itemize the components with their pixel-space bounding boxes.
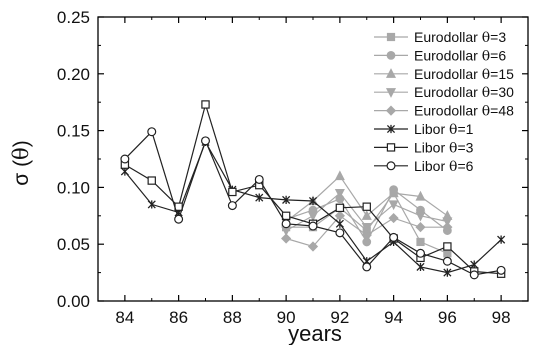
- legend-entry: Eurodollar θ=15: [374, 66, 514, 83]
- data-point: [363, 263, 371, 271]
- data-point: [148, 128, 156, 136]
- data-point: [175, 215, 183, 223]
- data-point: [148, 177, 155, 184]
- legend-label-prefix: Libor: [414, 121, 449, 137]
- legend-label-suffix: =48: [490, 103, 514, 119]
- y-tick-label: 0.10: [57, 178, 90, 197]
- x-tick-label: 86: [169, 308, 188, 327]
- data-point: [498, 236, 505, 244]
- legend-label-theta: θ: [449, 159, 457, 175]
- legend-label-prefix: Eurodollar: [414, 103, 482, 119]
- data-point: [416, 223, 425, 232]
- data-point: [309, 212, 317, 220]
- data-point: [282, 234, 291, 243]
- legend-label-suffix: =3: [457, 139, 473, 155]
- data-point: [282, 220, 290, 228]
- y-axis-title-suffix: ): [10, 140, 33, 147]
- legend-label-suffix: =1: [457, 121, 473, 137]
- y-axis-title-prefix: σ (: [10, 160, 33, 186]
- legend-label: Eurodollar θ=6: [414, 47, 506, 64]
- legend-label-prefix: Eurodollar: [414, 66, 482, 82]
- y-tick-label: 0.25: [57, 8, 90, 27]
- data-point: [444, 250, 451, 257]
- legend-label-theta: θ: [482, 30, 490, 46]
- x-tick-label: 94: [384, 308, 403, 327]
- data-point: [443, 257, 451, 265]
- legend-label: Libor θ=6: [414, 158, 474, 175]
- x-tick-label: 96: [438, 308, 457, 327]
- legend-entry: Eurodollar θ=3: [374, 29, 506, 46]
- legend-marker: [387, 144, 394, 151]
- legend-label-prefix: Libor: [414, 158, 449, 174]
- legend-label-theta: θ: [449, 140, 457, 156]
- legend-entry: Libor θ=6: [374, 158, 474, 175]
- data-point: [202, 137, 210, 145]
- data-point: [336, 229, 344, 237]
- y-tick-label: 0.05: [57, 235, 90, 254]
- legend-marker: [387, 106, 396, 115]
- x-tick-label: 88: [223, 308, 242, 327]
- data-point: [255, 176, 263, 184]
- legend-label-prefix: Eurodollar: [414, 29, 482, 45]
- legend-label-prefix: Libor: [414, 139, 449, 155]
- y-axis-title-theta: θ: [9, 147, 33, 160]
- legend-marker: [387, 52, 395, 60]
- data-point: [363, 203, 370, 210]
- data-point: [336, 204, 343, 211]
- legend-label: Libor θ=1: [414, 121, 474, 138]
- legend-label-suffix: =6: [457, 158, 473, 174]
- y-tick-label: 0.15: [57, 122, 90, 141]
- legend-label: Eurodollar θ=3: [414, 29, 506, 46]
- data-point: [309, 222, 317, 230]
- legend-marker: [387, 162, 395, 170]
- legend-entry: Eurodollar θ=48: [374, 103, 514, 120]
- data-point: [121, 155, 129, 163]
- legend-label: Eurodollar θ=48: [414, 103, 514, 120]
- legend-label-prefix: Eurodollar: [414, 84, 482, 100]
- legend-label-theta: θ: [482, 48, 490, 64]
- data-point: [148, 200, 155, 208]
- x-axis-title: years: [288, 321, 342, 345]
- data-point: [202, 101, 209, 108]
- data-point: [497, 266, 505, 274]
- data-point: [229, 188, 236, 195]
- legend-label-suffix: =30: [490, 84, 514, 100]
- legend-label-suffix: =6: [490, 47, 506, 63]
- legend-label-suffix: =3: [490, 29, 506, 45]
- data-point: [283, 212, 290, 219]
- data-point: [417, 238, 424, 245]
- data-point: [470, 271, 478, 279]
- legend-entry: Eurodollar θ=6: [374, 47, 506, 64]
- data-point: [389, 214, 398, 223]
- legend-label-suffix: =15: [490, 66, 514, 82]
- data-point: [336, 171, 344, 179]
- legend-entry: Libor θ=3: [374, 139, 474, 156]
- data-point: [390, 233, 398, 241]
- y-tick-label: 0.00: [57, 292, 90, 311]
- y-axis-title: σ (θ): [9, 140, 33, 185]
- data-point: [336, 220, 343, 228]
- x-tick-label: 98: [492, 308, 511, 327]
- legend-label-theta: θ: [482, 104, 490, 120]
- legend-marker: [387, 33, 394, 40]
- legend-label-theta: θ: [482, 85, 490, 101]
- legend-label-theta: θ: [482, 67, 490, 83]
- legend-label-prefix: Eurodollar: [414, 47, 482, 63]
- legend-entry: Libor θ=1: [374, 121, 474, 138]
- data-point: [417, 249, 425, 257]
- legend-label: Eurodollar θ=30: [414, 84, 514, 101]
- y-tick-label: 0.20: [57, 65, 90, 84]
- data-point: [228, 202, 236, 210]
- x-tick-label: 84: [115, 308, 134, 327]
- legend-label: Libor θ=3: [414, 139, 474, 156]
- legend-label-theta: θ: [449, 122, 457, 138]
- legend-entry: Eurodollar θ=30: [374, 84, 514, 101]
- legend-label: Eurodollar θ=15: [414, 66, 514, 83]
- data-point: [389, 201, 397, 209]
- data-point: [444, 243, 451, 250]
